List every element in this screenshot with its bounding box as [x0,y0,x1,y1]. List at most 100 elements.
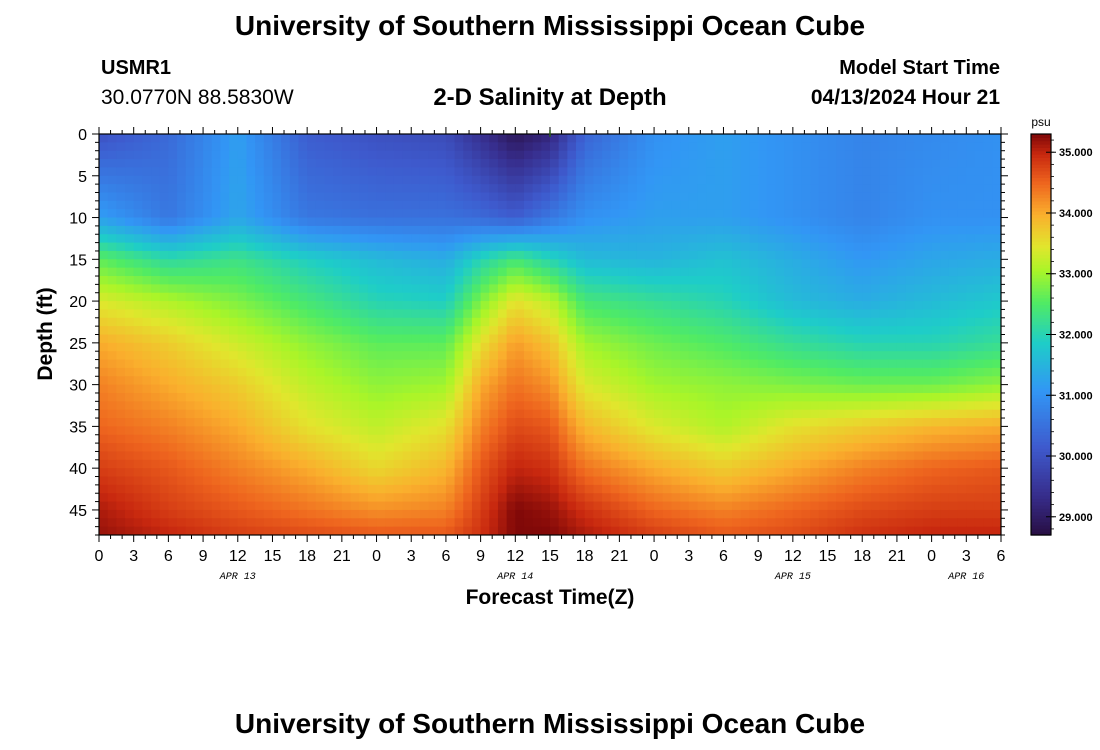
heatmap-cell [862,317,872,327]
heatmap-cell [281,159,291,169]
heatmap-cell [385,434,395,444]
heatmap-cell [974,518,985,528]
heatmap-cell [168,250,178,260]
heatmap-cell [584,284,594,294]
heatmap-cell [836,434,846,444]
heatmap-cell [662,501,673,511]
heatmap-cell [142,276,152,285]
heatmap-cell [966,409,976,419]
heatmap-cell [541,284,551,294]
heatmap-cell [645,401,655,411]
heatmap-cell [766,451,777,461]
heatmap-cell [888,175,898,185]
heatmap-cell [706,159,716,169]
heatmap-cell [515,476,525,486]
heatmap-cell [168,225,178,235]
heatmap-cell [480,476,490,486]
heatmap-cell [671,292,681,302]
heatmap-cell [905,317,915,327]
heatmap-cell [602,468,612,478]
heatmap-cell [662,234,673,244]
heatmap-cell [541,167,551,177]
heatmap-cell [645,359,655,369]
heatmap-cell [289,192,300,202]
heatmap-cell [766,259,777,269]
heatmap-cell [359,284,369,294]
heatmap-cell [706,334,716,344]
heatmap-cell [602,476,612,486]
heatmap-cell [315,309,326,319]
heatmap-cell [584,209,594,219]
heatmap-cell [688,175,699,185]
heatmap-cell [957,459,967,469]
heatmap-cell [888,484,898,494]
heatmap-cell [792,167,803,177]
heatmap-cell [888,225,898,235]
heatmap-cell [350,526,360,535]
heatmap-cell [142,493,152,503]
heatmap-cell [974,142,985,152]
heatmap-cell [307,184,317,194]
heatmap-cell [723,259,733,269]
heatmap-cell [506,518,516,528]
heatmap-cell [827,334,837,344]
heatmap-cell [593,150,603,160]
heatmap-cell [445,317,456,327]
heatmap-cell [896,392,907,402]
heatmap-cell [567,334,577,344]
heatmap-cell [532,501,542,511]
heatmap-cell [558,459,568,469]
heatmap-cell [272,284,282,294]
heatmap-cell [905,476,915,486]
heatmap-cell [974,468,985,478]
heatmap-cell [602,142,612,152]
heatmap-cell [107,367,117,377]
heatmap-cell [203,267,213,277]
heatmap-cell [610,301,620,311]
heatmap-cell [602,250,612,260]
heatmap-cell [870,459,881,469]
heatmap-cell [827,225,837,235]
heatmap-cell [992,518,1001,528]
heatmap-cell [315,501,326,511]
heatmap-cell [879,451,889,461]
heatmap-cell [411,142,421,152]
heatmap-cell [463,134,473,143]
heatmap-cell [333,376,343,386]
heatmap-cell [333,367,343,377]
heatmap-cell [246,484,256,494]
heatmap-cell [99,284,109,294]
heatmap-cell [948,509,959,519]
heatmap-cell [125,292,135,302]
heatmap-cell [272,217,282,227]
heatmap-cell [359,434,369,444]
heatmap-cell [194,259,204,269]
heatmap-cell [992,150,1001,160]
heatmap-cell [359,209,369,219]
heatmap-cell [810,142,820,152]
heatmap-cell [922,250,933,260]
heatmap-cell [628,292,638,302]
heatmap-cell [558,526,568,535]
heatmap-cell [393,309,404,319]
heatmap-cell [471,234,482,244]
heatmap-cell [680,401,690,411]
heatmap-cell [688,334,699,344]
heatmap-cell [402,418,412,427]
heatmap-cell [992,276,1001,285]
heatmap-cell [489,159,499,169]
heatmap-cell [454,401,464,411]
heatmap-cell [723,484,733,494]
heatmap-cell [671,392,681,402]
heatmap-cell [350,175,360,185]
heatmap-cell [801,392,811,402]
heatmap-cell [914,159,924,169]
heatmap-cell [905,225,915,235]
heatmap-cell [385,384,395,394]
heatmap-cell [541,259,551,269]
heatmap-cell [619,217,629,227]
heatmap-cell [671,301,681,311]
heatmap-cell [896,192,907,202]
heatmap-cell [654,309,664,319]
heatmap-cell [506,351,516,361]
